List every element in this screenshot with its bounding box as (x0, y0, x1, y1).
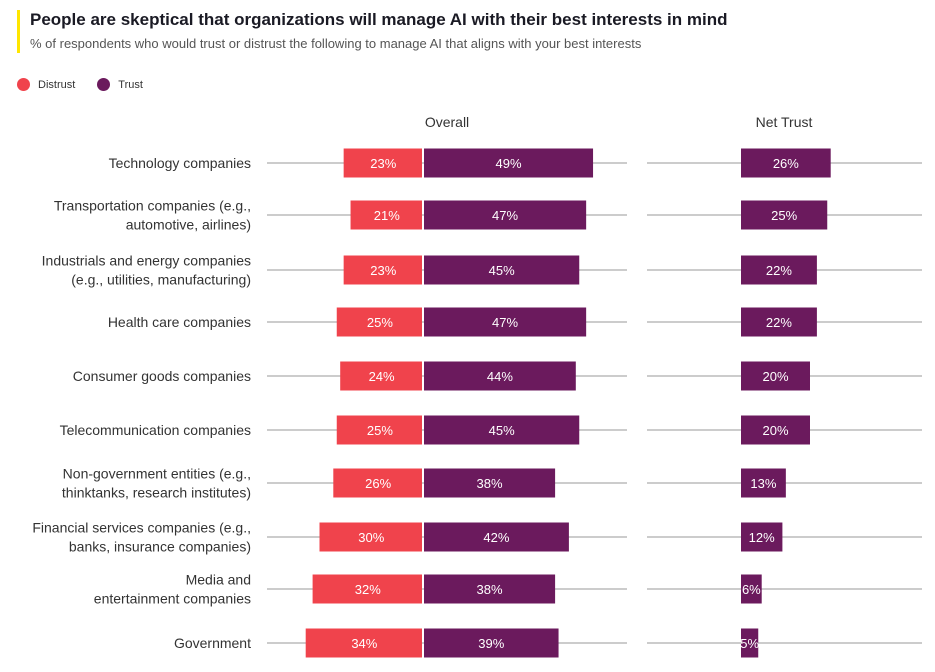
bar-distrust (340, 361, 422, 391)
data-label-net-trust: 13% (750, 476, 776, 491)
bar-distrust (336, 415, 422, 445)
data-label-distrust: 21% (374, 208, 400, 223)
title-accent-bar (17, 10, 20, 53)
bar-trust (424, 361, 576, 391)
legend-label-trust: Trust (118, 78, 143, 91)
data-label-net-trust: 5% (740, 636, 759, 651)
bar-trust (424, 255, 580, 285)
category-label: Industrials and energy companies (42, 253, 251, 269)
data-label-net-trust: 6% (742, 582, 761, 597)
category-label: Consumer goods companies (73, 368, 251, 384)
bar-trust (424, 307, 587, 337)
bar-net-trust (741, 307, 817, 337)
category-label: Technology companies (109, 155, 251, 171)
data-label-trust: 39% (478, 636, 504, 651)
bar-distrust (333, 468, 422, 498)
data-label-trust: 42% (483, 530, 509, 545)
bar-trust (424, 468, 556, 498)
category-label: (e.g., utilities, manufacturing) (71, 272, 251, 288)
data-label-trust: 47% (492, 315, 518, 330)
data-label-distrust: 25% (367, 315, 393, 330)
bar-distrust (305, 628, 422, 658)
bar-distrust (343, 255, 422, 285)
data-label-trust: 47% (492, 208, 518, 223)
data-label-net-trust: 25% (771, 208, 797, 223)
legend-label-distrust: Distrust (38, 78, 76, 91)
data-label-net-trust: 20% (762, 423, 788, 438)
data-label-net-trust: 22% (766, 263, 792, 278)
data-label-trust: 45% (489, 263, 515, 278)
category-label: Health care companies (108, 314, 251, 330)
bar-distrust (343, 148, 422, 178)
data-label-trust: 49% (496, 156, 522, 171)
bar-distrust (312, 574, 422, 604)
bar-trust (424, 415, 580, 445)
data-label-distrust: 23% (370, 263, 396, 278)
legend: Distrust Trust (17, 78, 165, 91)
bar-net-trust (741, 200, 828, 230)
data-label-net-trust: 20% (762, 369, 788, 384)
legend-swatch-distrust (17, 78, 30, 91)
bar-trust (424, 200, 587, 230)
data-label-distrust: 23% (370, 156, 396, 171)
category-label: Telecommunication companies (60, 422, 251, 438)
category-label: Transportation companies (e.g., (54, 198, 251, 214)
legend-swatch-trust (97, 78, 111, 91)
category-label: automotive, airlines) (126, 217, 251, 233)
data-label-distrust: 25% (367, 423, 393, 438)
category-label: Government (174, 635, 251, 651)
category-label: Media and (186, 572, 251, 588)
bar-trust (424, 522, 569, 552)
bar-net-trust (741, 415, 810, 445)
data-label-distrust: 24% (369, 369, 395, 384)
chart-subtitle: % of respondents who would trust or dist… (30, 36, 642, 51)
bar-trust (424, 148, 594, 178)
data-label-distrust: 34% (351, 636, 377, 651)
bar-net-trust (741, 361, 810, 391)
bar-net-trust (741, 628, 759, 658)
bar-net-trust (741, 522, 783, 552)
category-label: banks, insurance companies) (69, 539, 251, 555)
data-label-trust: 44% (487, 369, 513, 384)
data-label-trust: 45% (489, 423, 515, 438)
data-label-net-trust: 26% (773, 156, 799, 171)
data-label-distrust: 32% (355, 582, 381, 597)
bar-trust (424, 628, 559, 658)
bar-distrust (350, 200, 422, 230)
bar-net-trust (741, 574, 762, 604)
data-label-distrust: 30% (358, 530, 384, 545)
category-label: entertainment companies (94, 591, 251, 607)
bar-net-trust (741, 468, 786, 498)
chart-title: People are skeptical that organizations … (30, 10, 728, 29)
category-label: thinktanks, research institutes) (62, 485, 251, 501)
column-header-net-trust: Net Trust (755, 114, 813, 130)
column-header-overall: Overall (424, 114, 470, 130)
data-label-net-trust: 12% (749, 530, 775, 545)
category-label: Financial services companies (e.g., (32, 520, 251, 536)
bar-net-trust (741, 148, 831, 178)
legend-item-distrust: Distrust (17, 78, 75, 91)
bar-net-trust (741, 255, 817, 285)
bar-trust (424, 574, 556, 604)
data-label-distrust: 26% (365, 476, 391, 491)
bar-distrust (336, 307, 422, 337)
data-label-trust: 38% (477, 582, 503, 597)
data-label-net-trust: 22% (766, 315, 792, 330)
category-label: Non-government entities (e.g., (63, 466, 251, 482)
legend-item-trust: Trust (97, 78, 143, 91)
data-label-trust: 38% (477, 476, 503, 491)
bar-distrust (319, 522, 422, 552)
